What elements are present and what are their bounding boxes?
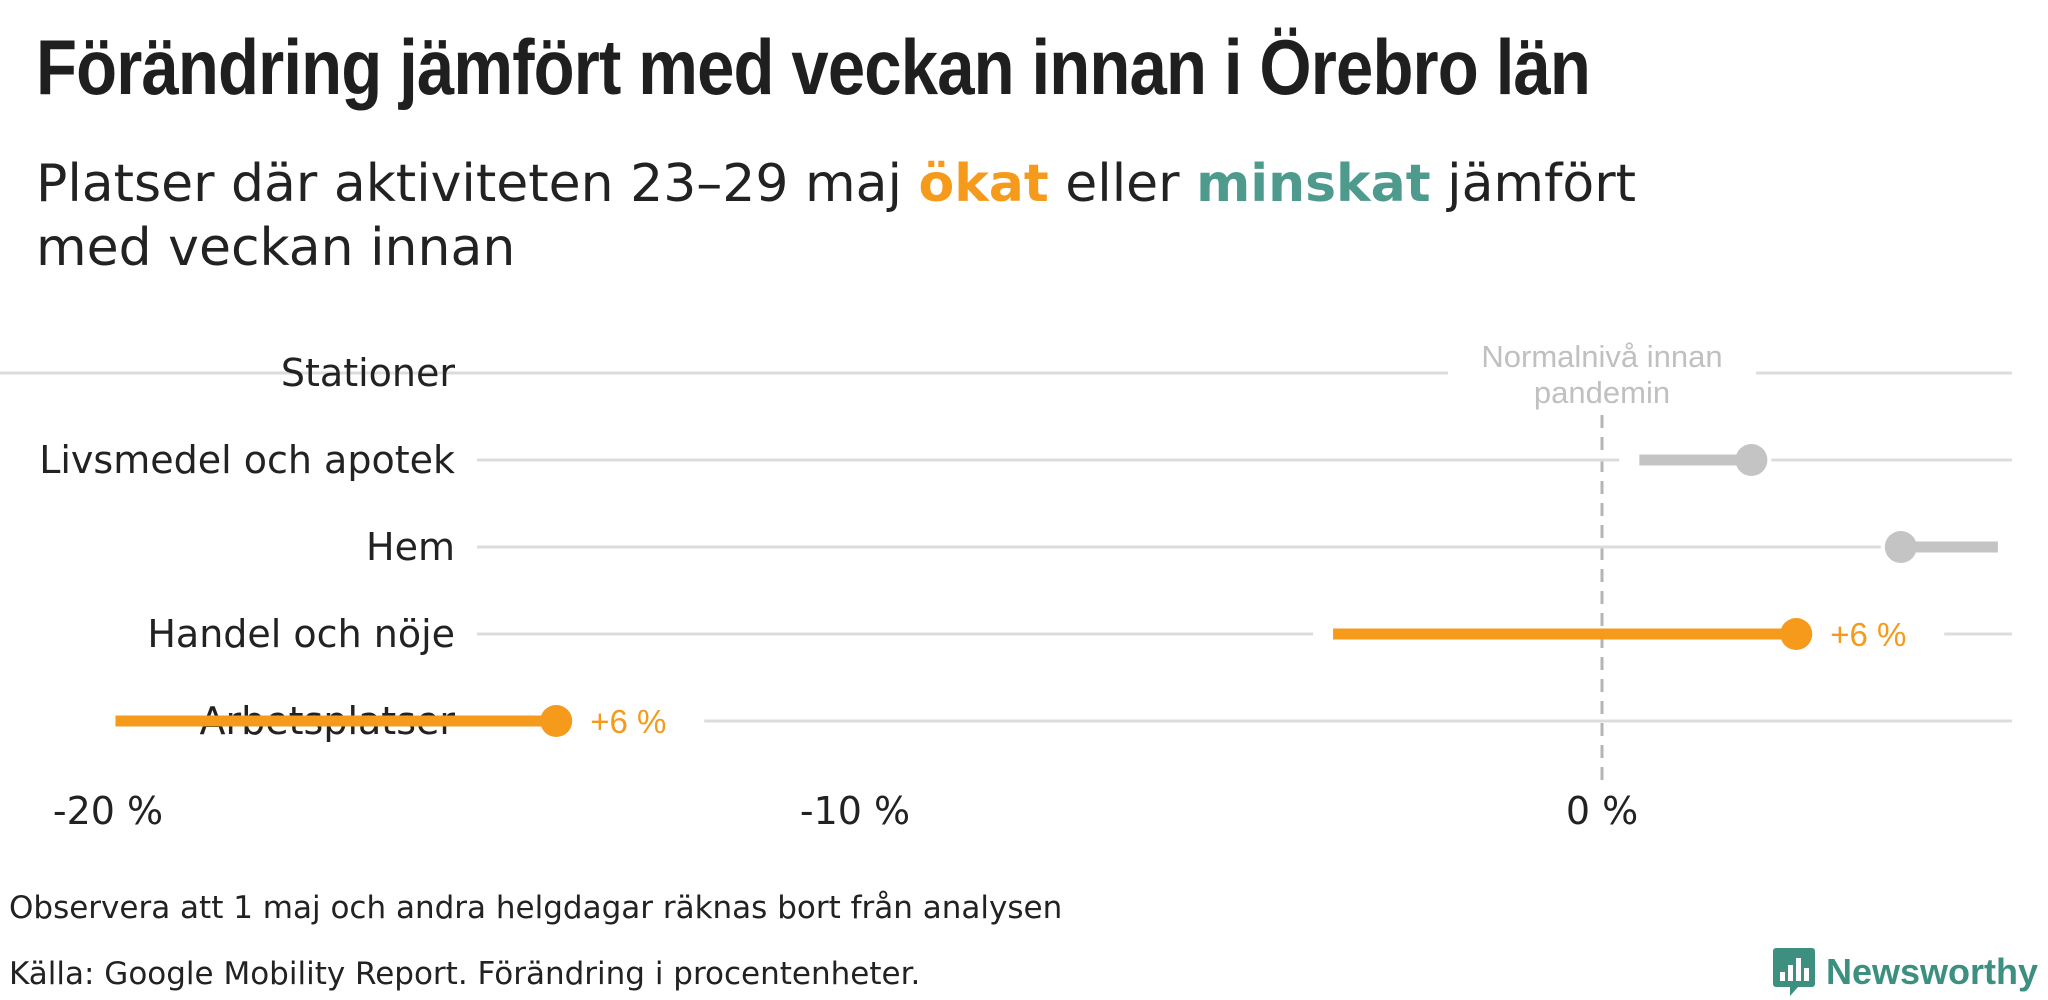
baseline-label-line1: Normalnivå innan [1481,339,1722,374]
footnote-source: Källa: Google Mobility Report. Förändrin… [9,956,921,992]
subtitle-increased-keyword: ökat [918,154,1049,214]
chart-subtitle: Platser där aktiviteten 23–29 maj ökat e… [36,152,1736,280]
value-dot [1735,444,1768,476]
subtitle-text-1: Platser där aktiviteten 23–29 maj [36,154,919,214]
brand-logo: Newsworthy [1772,946,2038,998]
brand-name: Newsworthy [1826,951,2039,992]
category-label: Handel och nöje [147,612,455,656]
change-label: +6 % [590,703,666,740]
category-label: Hem [366,525,455,569]
subtitle-text-3: jämfört med veckan innan [36,154,1636,278]
value-dot [540,705,573,737]
category-label: Stationer [281,351,455,395]
x-tick-label: -20 % [53,789,163,833]
subtitle-decreased-keyword: minskat [1196,154,1431,214]
baseline-label-line2: pandemin [1534,375,1670,410]
subtitle-text-2: eller [1048,154,1197,214]
chart-title: Förändring jämfört med veckan innan i Ör… [36,23,1591,111]
value-dot [1780,618,1813,650]
x-tick-label: 0 % [1566,789,1638,833]
x-tick-label: -10 % [800,789,910,833]
value-dot [1884,531,1917,563]
category-label: Livsmedel och apotek [39,438,455,482]
newsworthy-chat-bars-icon [1773,948,1815,996]
footnote-note: Observera att 1 maj och andra helgdagar … [9,890,1063,926]
change-label: +6 % [1830,616,1906,653]
